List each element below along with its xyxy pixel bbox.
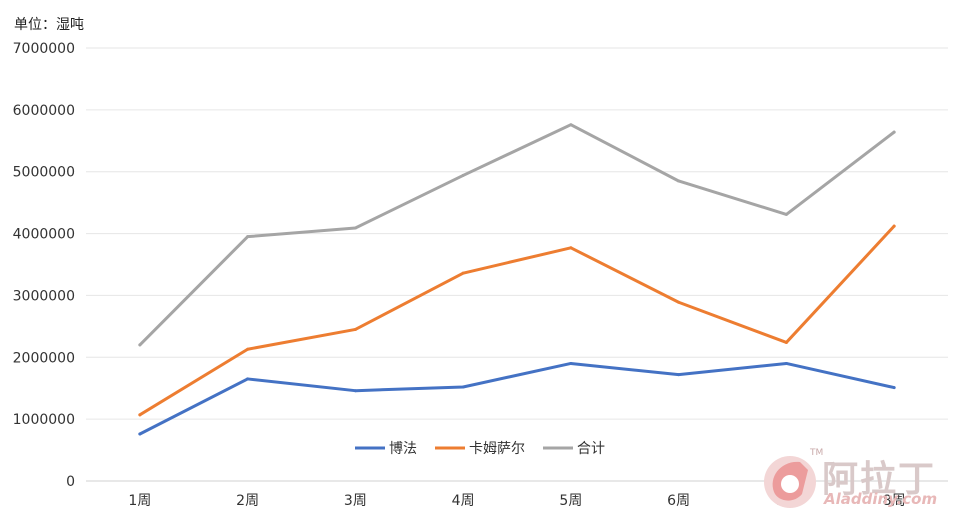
x-tick-label: 3周 xyxy=(344,493,367,509)
x-tick-label: 8周 xyxy=(883,493,906,509)
legend-item: 博法 xyxy=(355,440,417,457)
y-tick-label: 7000000 xyxy=(13,41,75,57)
x-tick-label: 5周 xyxy=(559,493,582,509)
data-point xyxy=(677,373,681,377)
x-tick-label: 1周 xyxy=(128,493,151,509)
data-point xyxy=(784,340,788,344)
data-point xyxy=(461,385,465,389)
y-tick-label: 6000000 xyxy=(13,103,75,119)
y-tick-label: 0 xyxy=(66,474,75,490)
unit-label: 单位：湿吨 xyxy=(14,17,84,33)
y-tick-label: 1000000 xyxy=(13,412,75,428)
data-point xyxy=(246,235,250,239)
legend-label: 卡姆萨尔 xyxy=(469,441,525,457)
legend: 博法 卡姆萨尔 合计 xyxy=(355,440,605,457)
watermark-en: Aladdiny.com xyxy=(824,490,938,508)
data-point xyxy=(138,413,142,417)
data-point xyxy=(569,361,573,365)
y-tick-label: 2000000 xyxy=(13,350,75,366)
data-point xyxy=(246,377,250,381)
series-lines xyxy=(138,123,896,436)
data-point xyxy=(246,347,250,351)
watermark-logo: TM 阿拉丁 Aladdiny.com xyxy=(760,448,955,515)
data-point xyxy=(677,179,681,183)
data-point xyxy=(784,361,788,365)
legend-label: 合计 xyxy=(577,441,605,457)
watermark-cn: 阿拉丁 xyxy=(822,458,937,500)
data-point xyxy=(784,212,788,216)
y-tick-label: 4000000 xyxy=(13,227,75,243)
y-tick-label: 5000000 xyxy=(13,165,75,181)
data-point xyxy=(353,389,357,393)
y-tick-label: 3000000 xyxy=(13,288,75,304)
data-point xyxy=(569,123,573,127)
x-tick-label: 4周 xyxy=(452,493,475,509)
x-tick-label: 6周 xyxy=(667,493,690,509)
x-tick-label: 2周 xyxy=(236,493,259,509)
data-point xyxy=(892,386,896,390)
legend-item: 合计 xyxy=(543,441,605,457)
series-line-0 xyxy=(138,361,896,436)
x-axis: 1周2周3周4周5周6周7周8周 xyxy=(128,493,905,509)
data-point xyxy=(461,173,465,177)
legend-label: 博法 xyxy=(389,440,417,457)
data-point xyxy=(892,130,896,134)
data-point xyxy=(353,226,357,230)
data-point xyxy=(138,432,142,436)
data-point xyxy=(892,224,896,228)
data-point xyxy=(353,327,357,331)
data-point xyxy=(138,343,142,347)
data-point xyxy=(677,300,681,304)
series-line-2 xyxy=(138,123,896,347)
watermark-tm: TM xyxy=(810,448,824,458)
series-line-1 xyxy=(138,224,896,417)
data-point xyxy=(569,246,573,250)
legend-item: 卡姆萨尔 xyxy=(435,441,525,457)
gridlines xyxy=(86,47,948,482)
y-axis: 0 1000000 2000000 3000000 4000000 5000000 6000… xyxy=(13,41,75,490)
data-point xyxy=(461,271,465,275)
watermark-logo-icon xyxy=(764,456,816,508)
